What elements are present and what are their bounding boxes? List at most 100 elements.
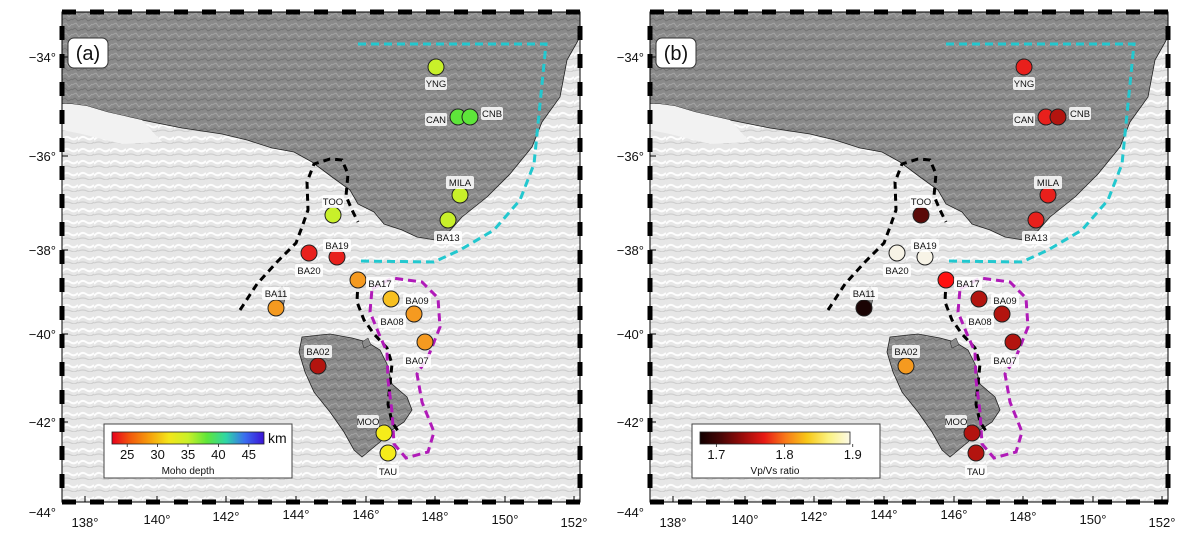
station-marker[interactable] <box>1049 108 1067 126</box>
station-label-bg <box>322 195 344 208</box>
station-marker[interactable] <box>888 244 906 262</box>
station-marker[interactable] <box>349 271 367 289</box>
station-marker[interactable] <box>451 186 469 204</box>
station-label: BA08 <box>968 317 991 328</box>
colorbar-tick-label: 25 <box>120 447 134 462</box>
station-marker[interactable] <box>379 444 397 462</box>
station-marker[interactable] <box>324 206 342 224</box>
flinders-island <box>949 337 960 349</box>
station-moo[interactable]: MOO <box>945 415 981 442</box>
station-moo[interactable]: MOO <box>357 415 393 442</box>
lon-tick-label: 144° <box>283 507 310 522</box>
lat-tick-label: −42° <box>29 415 56 430</box>
black-region-outline <box>826 157 948 311</box>
lon-tick-label: 142° <box>213 509 240 524</box>
station-marker[interactable] <box>375 424 393 442</box>
station-marker[interactable] <box>970 290 988 308</box>
black-region-outline-south <box>355 279 402 435</box>
lat-tick-label: −34° <box>29 50 56 65</box>
station-label: CNB <box>1070 109 1090 120</box>
station-mila[interactable]: MILA <box>1034 176 1062 204</box>
station-marker[interactable] <box>912 206 930 224</box>
station-ba07[interactable]: BA07 <box>403 333 434 367</box>
station-ba08[interactable]: BA08 <box>378 305 423 328</box>
station-ba09[interactable]: BA09 <box>970 290 1019 308</box>
map-panel-a: YNG CAN CNB MILA BA13 TOO BA19 BA20 BA17 BA09 BA08… <box>29 9 587 530</box>
station-cnb[interactable]: CNB <box>1049 107 1091 126</box>
station-marker[interactable] <box>897 357 915 375</box>
station-mila[interactable]: MILA <box>446 176 474 204</box>
colorbar-title: Vp/Vs ratio <box>751 466 800 477</box>
station-tau[interactable]: TAU <box>965 444 987 478</box>
station-ba02[interactable]: BA02 <box>304 345 332 375</box>
station-label-bg <box>1013 113 1035 126</box>
station-marker[interactable] <box>439 211 457 229</box>
colorbar-tick-label: 30 <box>150 447 164 462</box>
station-ba11[interactable]: BA11 <box>850 287 878 317</box>
station-marker[interactable] <box>309 357 327 375</box>
station-label: BA02 <box>894 347 917 358</box>
station-marker[interactable] <box>427 58 445 76</box>
station-too[interactable]: TOO <box>910 195 932 224</box>
station-marker[interactable] <box>1015 58 1033 76</box>
station-marker[interactable] <box>993 305 1011 323</box>
lon-tick-label: 148° <box>422 509 449 524</box>
station-ba19[interactable]: BA19 <box>911 239 939 266</box>
station-label: BA07 <box>993 356 1016 367</box>
station-ba20[interactable]: BA20 <box>883 244 911 277</box>
station-label: BA19 <box>325 241 348 252</box>
lon-tick-label: 150° <box>492 512 519 527</box>
station-ba11[interactable]: BA11 <box>262 287 290 317</box>
station-yng[interactable]: YNG <box>1013 58 1035 90</box>
station-cnb[interactable]: CNB <box>461 107 503 126</box>
station-yng[interactable]: YNG <box>425 58 447 90</box>
station-ba09[interactable]: BA09 <box>382 290 431 308</box>
station-ba13[interactable]: BA13 <box>1022 211 1050 244</box>
station-label: CAN <box>426 115 446 126</box>
station-marker[interactable] <box>967 444 985 462</box>
station-marker[interactable] <box>855 299 873 317</box>
station-ba08[interactable]: BA08 <box>966 305 1011 328</box>
station-ba17[interactable]: BA17 <box>349 271 394 290</box>
station-label: TAU <box>379 467 397 478</box>
station-ba07[interactable]: BA07 <box>991 333 1022 367</box>
station-label: BA08 <box>380 317 403 328</box>
station-ba20[interactable]: BA20 <box>295 244 323 277</box>
station-ba13[interactable]: BA13 <box>434 211 462 244</box>
station-tau[interactable]: TAU <box>377 444 399 478</box>
station-label: BA17 <box>956 279 979 290</box>
station-label: BA07 <box>405 356 428 367</box>
station-marker[interactable] <box>300 244 318 262</box>
station-marker[interactable] <box>1004 333 1022 351</box>
station-label: YNG <box>426 79 447 90</box>
station-label-bg <box>262 287 290 300</box>
station-label-bg <box>945 415 967 428</box>
colorbar-unit: km <box>268 430 287 446</box>
lat-tick-label: −40° <box>617 327 644 342</box>
station-label-bg <box>850 287 878 300</box>
lon-tick-label: 140° <box>732 512 759 527</box>
station-marker[interactable] <box>267 299 285 317</box>
lat-tick-label: −44° <box>617 505 644 520</box>
station-ba17[interactable]: BA17 <box>937 271 982 290</box>
colorbar-tick-label: 45 <box>242 447 256 462</box>
station-marker[interactable] <box>1039 186 1057 204</box>
station-marker[interactable] <box>382 290 400 308</box>
station-marker[interactable] <box>461 108 479 126</box>
station-marker[interactable] <box>1027 211 1045 229</box>
station-can[interactable]: CAN <box>1013 108 1055 126</box>
station-marker[interactable] <box>937 271 955 289</box>
lon-tick-label: 142° <box>801 509 828 524</box>
lon-tick-label: 140° <box>144 512 171 527</box>
station-label-bg <box>366 277 394 290</box>
station-ba02[interactable]: BA02 <box>892 345 920 375</box>
lat-tick-label: −42° <box>617 415 644 430</box>
station-marker[interactable] <box>963 424 981 442</box>
station-marker[interactable] <box>405 305 423 323</box>
station-ba19[interactable]: BA19 <box>323 239 351 266</box>
station-label-bg <box>966 315 994 328</box>
station-too[interactable]: TOO <box>322 195 344 224</box>
station-label: MILA <box>449 178 472 189</box>
station-can[interactable]: CAN <box>425 108 467 126</box>
station-marker[interactable] <box>416 333 434 351</box>
